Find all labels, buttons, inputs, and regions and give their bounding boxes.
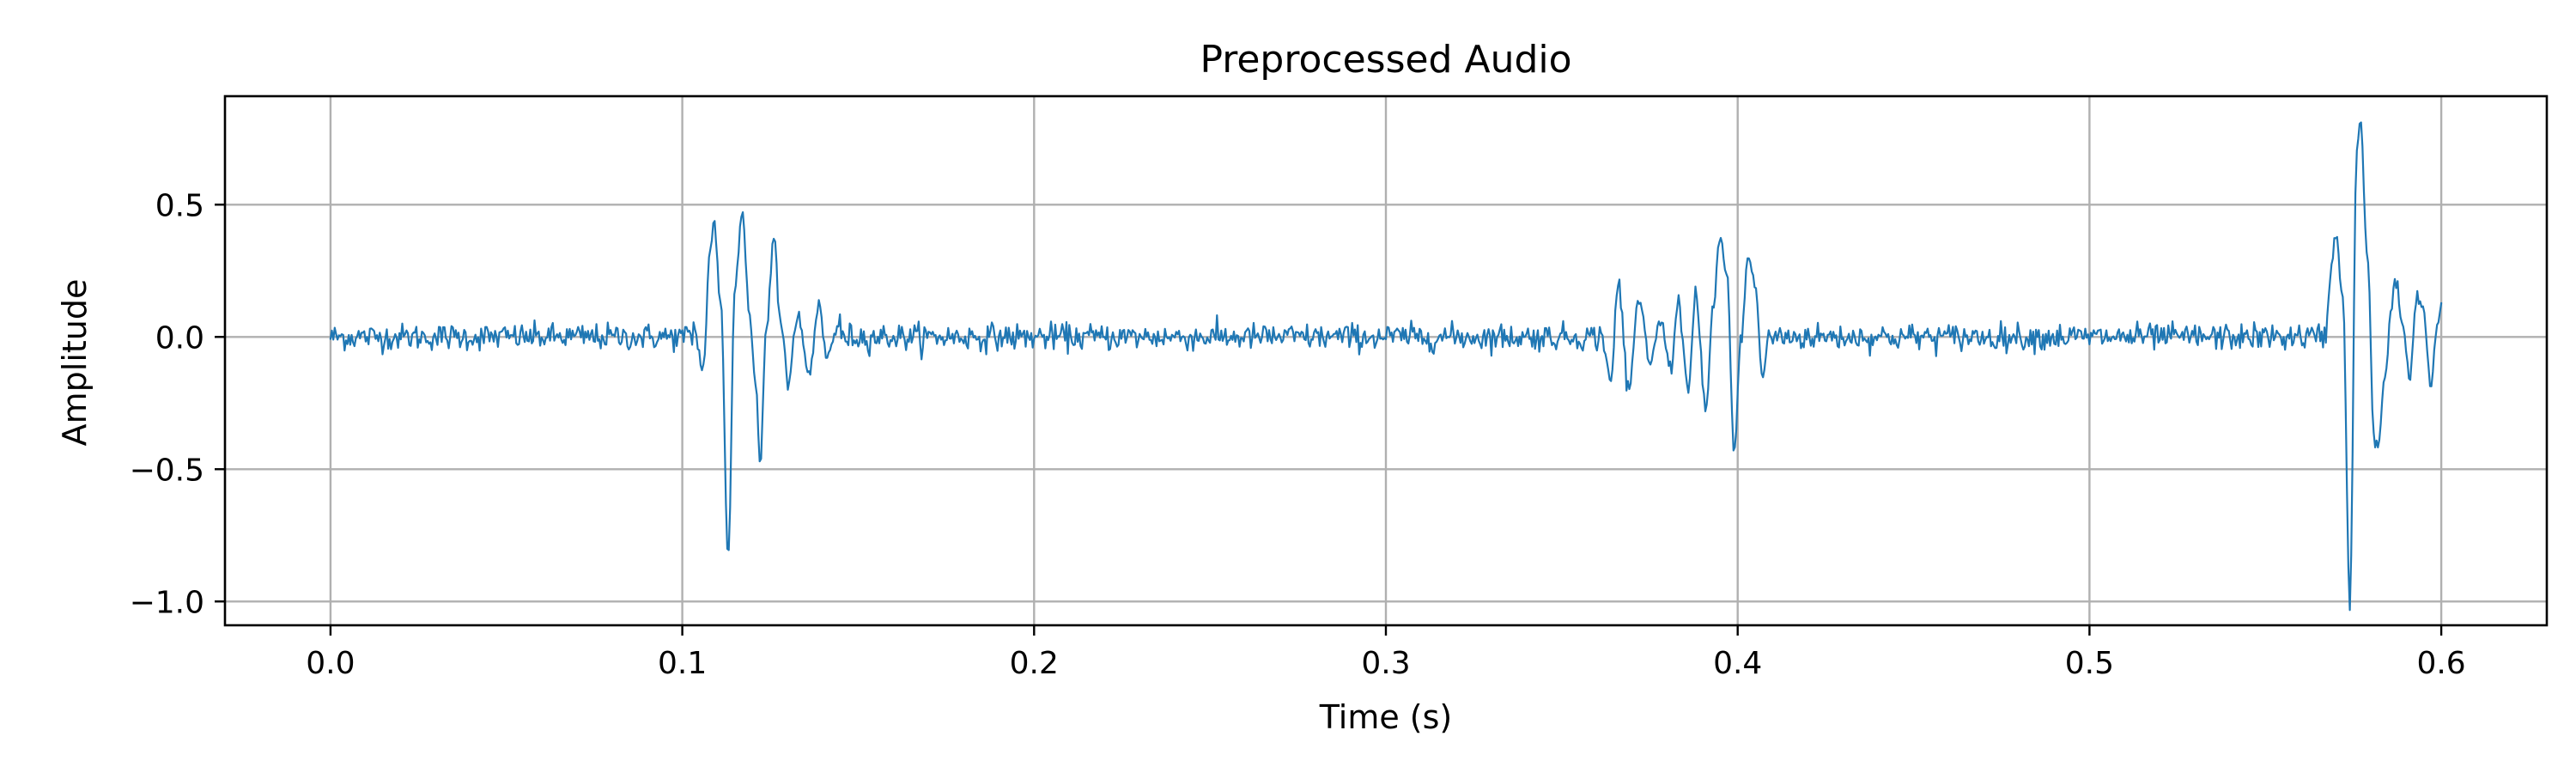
tick-layer: 0.0 0.1 0.2 0.3 0.4 0.5 0.6 0.5 0.0 −0.5 −1.0 [130, 188, 2466, 681]
y-tick-label: 0.0 [155, 320, 204, 356]
x-tick-label: 0.4 [1713, 646, 1762, 681]
series-layer [329, 121, 2443, 612]
y-tick-label: −0.5 [130, 453, 204, 488]
x-tick-label: 0.6 [2416, 646, 2465, 681]
x-tick-label: 0.5 [2065, 646, 2114, 681]
y-tick-label: −1.0 [130, 585, 204, 620]
x-tick-label: 0.1 [658, 646, 707, 681]
x-axis-label: Time (s) [1319, 698, 1453, 736]
y-axis-label: Amplitude [56, 279, 94, 447]
chart-title: Preprocessed Audio [1200, 38, 1571, 82]
grid-layer [225, 96, 2547, 625]
y-tick-label: 0.5 [155, 188, 204, 223]
x-tick-label: 0.0 [306, 646, 355, 681]
series-line-audio [329, 121, 2443, 612]
x-tick-label: 0.3 [1361, 646, 1410, 681]
x-tick-label: 0.2 [1010, 646, 1059, 681]
